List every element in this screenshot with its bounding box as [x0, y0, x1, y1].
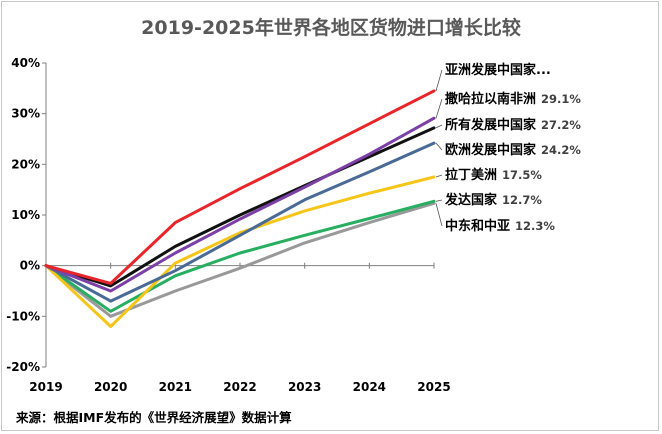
series-line-3 — [44, 126, 436, 288]
legend-leader-line — [435, 174, 443, 178]
y-tick-label: -20% — [6, 360, 40, 374]
series-line-5 — [44, 175, 436, 328]
legend-leader-line — [435, 98, 443, 119]
legend-value-label: 29.1% — [541, 92, 581, 106]
legend-value-label: 17.5% — [502, 168, 542, 182]
chart-title: 2019-2025年世界各地区货物进口增长比较 — [141, 16, 521, 39]
series-line-4 — [44, 141, 436, 303]
y-tick-label: 0% — [20, 259, 40, 273]
legend-value-label: 12.7% — [502, 193, 542, 207]
legend-leader-line — [435, 199, 443, 202]
legend-entry: 拉丁美洲 17.5% — [445, 167, 542, 183]
x-tick-label: 2023 — [288, 380, 321, 394]
legend-leader-line — [435, 69, 443, 91]
y-tick-label: 20% — [11, 157, 40, 171]
chart-axes: -20% -10% 0% 10% 20% 30% 40% 2019 2020 2021 2022 20… — [6, 56, 450, 394]
legend-entry: 中东和中亚 12.3% — [445, 218, 555, 234]
legend-entry: 撒哈拉以南非洲 29.1% — [445, 91, 581, 107]
series-lines — [44, 89, 436, 328]
series-line-1 — [44, 89, 436, 285]
x-tick-label: 2021 — [159, 380, 192, 394]
legend-entry: 亚洲发展中国家... — [445, 62, 551, 78]
chart-legend: 亚洲发展中国家... 撒哈拉以南非洲 29.1% 所有发展中国家 27.2% 欧洲发展中国… — [435, 62, 581, 234]
legend-value-label: 12.3% — [515, 219, 555, 233]
legend-leader-line — [435, 124, 443, 129]
y-tick-label: 40% — [11, 56, 40, 70]
legend-value-label: 24.2% — [541, 143, 581, 157]
x-tick-label: 2022 — [223, 380, 256, 394]
x-tick-label: 2019 — [29, 380, 62, 394]
legend-entry: 发达国家 12.7% — [444, 192, 542, 208]
source-note: 来源：根据IMF发布的《世界经济展望》数据计算 — [15, 410, 292, 425]
y-tick-label: -10% — [6, 309, 40, 323]
legend-leader-line — [435, 142, 443, 151]
x-tick-label: 2020 — [94, 380, 127, 394]
legend-entry: 欧洲发展中国家 24.2% — [445, 142, 581, 158]
series-line-2 — [44, 116, 436, 293]
x-tick-label: 2024 — [353, 380, 386, 394]
series-line-6 — [44, 199, 436, 313]
legend-leader-line — [435, 203, 443, 227]
series-line-7 — [44, 201, 436, 318]
legend-value-label: 27.2% — [541, 118, 581, 132]
x-tick-label: 2025 — [417, 380, 450, 394]
y-tick-label: 10% — [11, 208, 40, 222]
legend-entry: 所有发展中国家 27.2% — [445, 117, 581, 133]
y-tick-label: 30% — [11, 107, 40, 121]
